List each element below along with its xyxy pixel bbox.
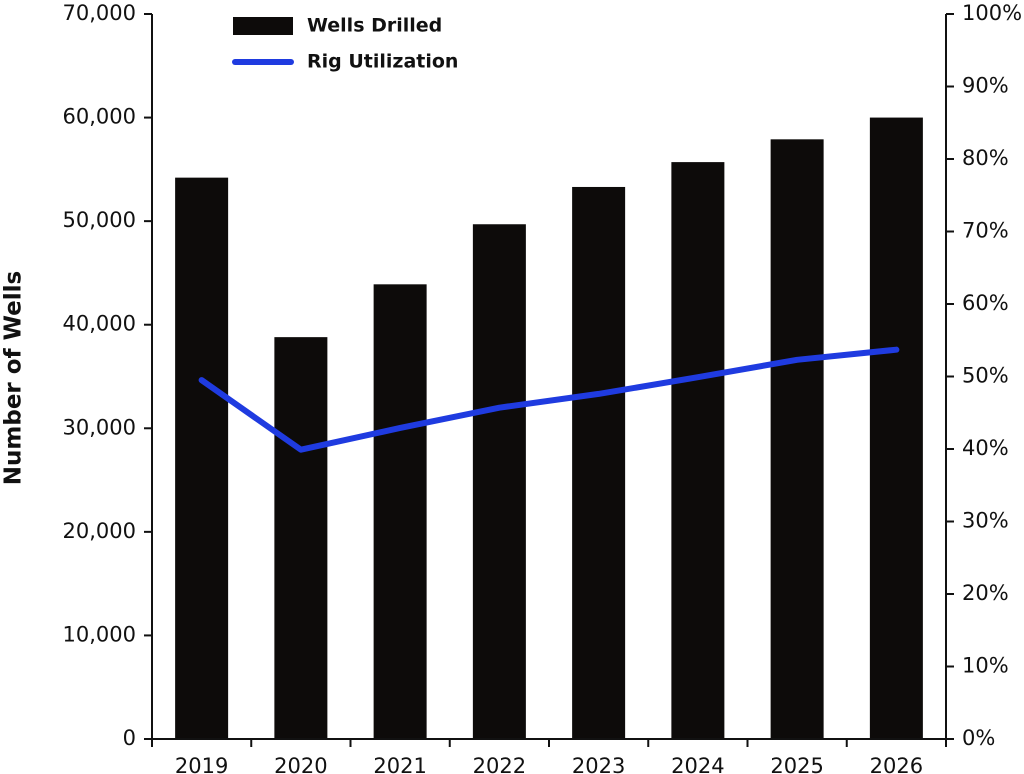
y2-tick-label: 80%	[962, 146, 1009, 170]
y-axis-label: Number of Wells	[1, 271, 27, 485]
y2-tick-label: 90%	[962, 74, 1009, 98]
y2-tick-label: 0%	[962, 726, 995, 750]
legend-swatch	[233, 17, 293, 35]
y2-tick-label: 10%	[962, 654, 1009, 678]
bar	[671, 162, 725, 739]
bar	[274, 337, 328, 739]
x-tick-label: 2023	[572, 754, 625, 774]
y2-tick-label: 30%	[962, 509, 1009, 533]
x-tick-label: 2022	[473, 754, 526, 774]
bar	[175, 177, 229, 740]
x-tick-label: 2026	[870, 754, 923, 774]
y2-tick-label: 40%	[962, 436, 1009, 460]
y-tick-label: 0	[123, 726, 136, 750]
bar	[869, 117, 923, 740]
y-tick-label: 20,000	[63, 519, 136, 543]
x-tick-label: 2024	[671, 754, 724, 774]
y-tick-label: 30,000	[63, 415, 136, 439]
y-tick-label: 60,000	[63, 105, 136, 129]
y2-tick-label: 60%	[962, 291, 1009, 315]
y-tick-label: 70,000	[63, 1, 136, 25]
bar	[472, 224, 526, 739]
y-tick-label: 50,000	[63, 208, 136, 232]
x-tick-label: 2025	[770, 754, 823, 774]
bar	[572, 186, 626, 739]
line	[198, 346, 900, 453]
y2-tick-label: 100%	[962, 1, 1022, 25]
x-tick-label: 2020	[274, 754, 327, 774]
y2-tick-label: 70%	[962, 219, 1009, 243]
y-tick-label: 40,000	[63, 312, 136, 336]
bar	[770, 139, 824, 740]
legend-label: Rig Utilization	[307, 51, 458, 73]
x-tick-label: 2019	[175, 754, 228, 774]
y2-tick-label: 20%	[962, 581, 1009, 605]
y2-tick-label: 50%	[962, 364, 1009, 388]
x-tick-label: 2021	[373, 754, 426, 774]
bar	[373, 284, 427, 739]
y-tick-label: 10,000	[63, 622, 136, 646]
legend-label: Wells Drilled	[307, 15, 442, 37]
